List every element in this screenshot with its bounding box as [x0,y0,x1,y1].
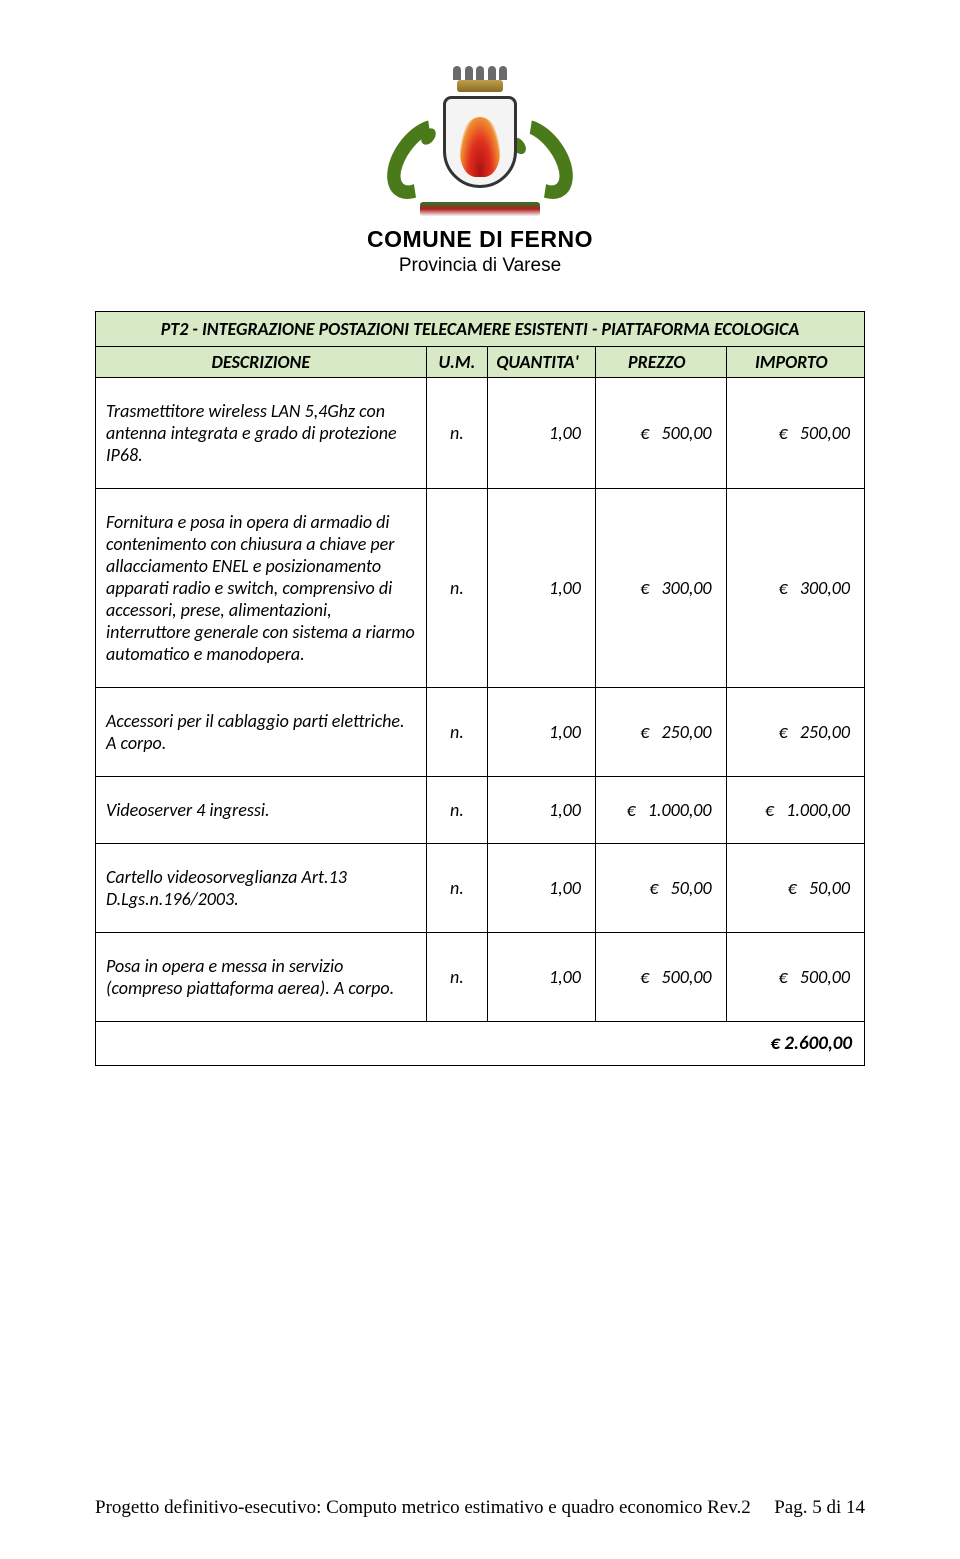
cell-um: n. [426,844,488,933]
ribbon-icon [420,202,540,216]
crest-icon [400,60,560,220]
col-header-prz: PREZZO [595,347,726,378]
col-header-qty: QUANTITA' [488,347,596,378]
col-header-desc: DESCRIZIONE [96,347,427,378]
comune-name: COMUNE DI FERNO [367,226,593,253]
cell-imp: 50,00 [726,844,864,933]
cell-desc: Posa in opera e messa in servizio (compr… [96,933,427,1022]
cell-prz: 300,00 [595,489,726,688]
col-header-imp: IMPORTO [726,347,864,378]
table-row: Fornitura e posa in opera di armadio di … [96,489,865,688]
table-row: Posa in opera e messa in servizio (compr… [96,933,865,1022]
cell-imp: 250,00 [726,688,864,777]
cell-prz: 250,00 [595,688,726,777]
cell-prz: 500,00 [595,378,726,489]
flame-icon [460,117,500,177]
letterhead: COMUNE DI FERNO Provincia di Varese [95,60,865,277]
cell-qty: 1,00 [488,688,596,777]
cell-um: n. [426,777,488,844]
cell-qty: 1,00 [488,489,596,688]
cost-table: PT2 - INTEGRAZIONE POSTAZIONI TELECAMERE… [95,311,865,1066]
col-header-um: U.M. [426,347,488,378]
cell-imp: 1.000,00 [726,777,864,844]
cell-desc: Cartello videosorveglianza Art.13 D.Lgs.… [96,844,427,933]
provincia-name: Provincia di Varese [399,255,561,277]
crown-icon [453,62,507,92]
cell-um: n. [426,933,488,1022]
cell-qty: 1,00 [488,777,596,844]
cell-qty: 1,00 [488,933,596,1022]
table-title: PT2 - INTEGRAZIONE POSTAZIONI TELECAMERE… [96,312,865,347]
footer-left: Progetto definitivo-esecutivo: Computo m… [95,1497,751,1519]
table-row: Videoserver 4 ingressi. n. 1,00 1.000,00… [96,777,865,844]
cell-desc: Trasmettitore wireless LAN 5,4Ghz con an… [96,378,427,489]
cell-imp: 500,00 [726,933,864,1022]
table-total-row: € 2.600,00 [96,1022,865,1066]
cell-desc: Videoserver 4 ingressi. [96,777,427,844]
shield-icon [443,96,517,188]
table-header-row: DESCRIZIONE U.M. QUANTITA' PREZZO IMPORT… [96,347,865,378]
table-title-row: PT2 - INTEGRAZIONE POSTAZIONI TELECAMERE… [96,312,865,347]
cell-imp: 500,00 [726,378,864,489]
table-row: Cartello videosorveglianza Art.13 D.Lgs.… [96,844,865,933]
table-row: Trasmettitore wireless LAN 5,4Ghz con an… [96,378,865,489]
footer-right: Pag. 5 di 14 [774,1497,865,1519]
cell-desc: Fornitura e posa in opera di armadio di … [96,489,427,688]
cell-qty: 1,00 [488,844,596,933]
cell-um: n. [426,688,488,777]
cell-prz: 1.000,00 [595,777,726,844]
cell-um: n. [426,489,488,688]
cell-imp: 300,00 [726,489,864,688]
table-row: Accessori per il cablaggio parti elettri… [96,688,865,777]
cell-prz: 50,00 [595,844,726,933]
cell-desc: Accessori per il cablaggio parti elettri… [96,688,427,777]
cell-qty: 1,00 [488,378,596,489]
cell-um: n. [426,378,488,489]
document-page: COMUNE DI FERNO Provincia di Varese PT2 … [0,0,960,1559]
page-footer: Progetto definitivo-esecutivo: Computo m… [95,1497,865,1519]
total-value: € 2.600,00 [96,1022,865,1066]
cell-prz: 500,00 [595,933,726,1022]
